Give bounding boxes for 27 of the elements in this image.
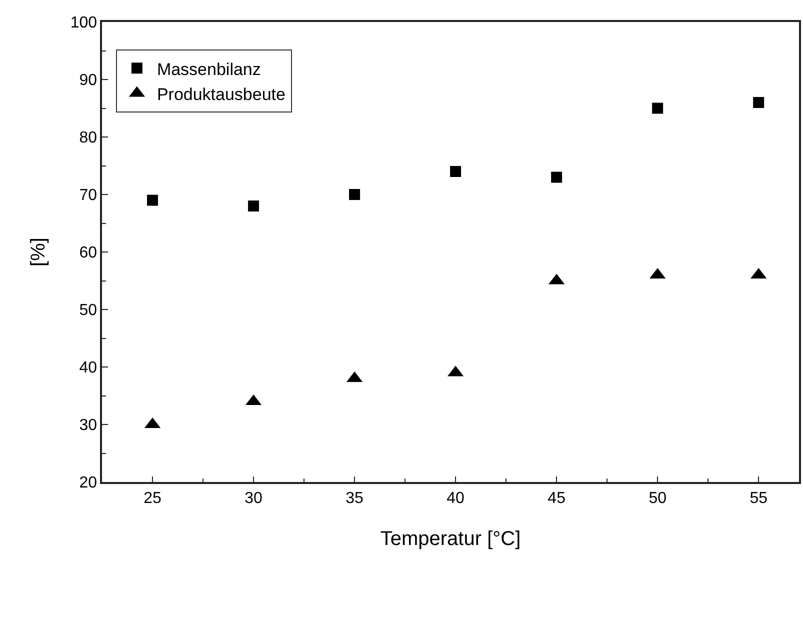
x-tick-label: 40: [446, 490, 465, 507]
y-tick-label: 30: [79, 417, 98, 434]
y-tick-label: 50: [79, 302, 98, 320]
x-axis-title: Temperatur [°C]: [380, 528, 521, 550]
x-tick-label: 35: [346, 490, 364, 507]
point: [450, 166, 462, 177]
y-tick-label: 70: [79, 187, 98, 204]
y-tick-label: 90: [79, 72, 98, 90]
point: [753, 97, 764, 108]
point: [652, 102, 664, 114]
y-tick-label: 20: [79, 474, 98, 492]
x-tick-label: 55: [750, 490, 768, 507]
y-tick-label: 60: [79, 244, 98, 262]
x-tick-label: 30: [244, 490, 263, 507]
legend-label: Produktausbeute: [156, 84, 286, 104]
y-axis-title: [%]: [27, 238, 50, 266]
point: [248, 200, 260, 212]
point: [349, 189, 360, 200]
y-tick-label: 40: [79, 360, 98, 377]
x-tick-label: 25: [144, 490, 162, 507]
y-tick-label: 100: [70, 14, 98, 32]
x-tick-label: 50: [648, 490, 667, 507]
point: [147, 194, 158, 206]
point: [551, 172, 562, 183]
y-tick-label: 80: [79, 130, 98, 147]
legend-label: Massenbilanz: [156, 60, 261, 79]
x-tick-label: 45: [548, 490, 566, 507]
